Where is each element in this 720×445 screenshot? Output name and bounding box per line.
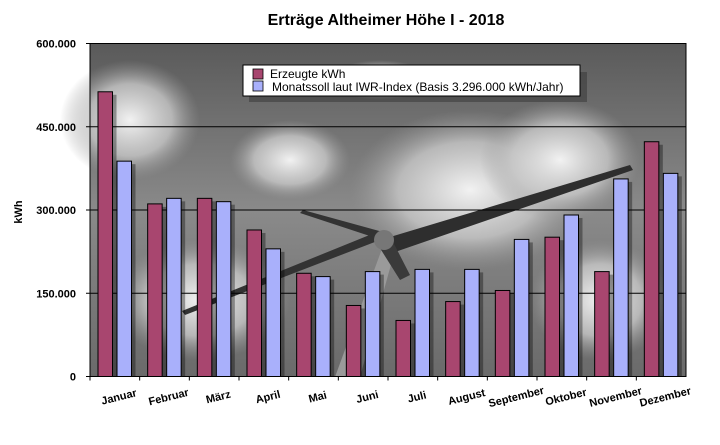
y-tick-label: 0: [70, 372, 76, 384]
legend: Erzeugte kWh Monatssoll laut IWR-Index (…: [242, 64, 587, 102]
bar-erzeugt: [196, 197, 213, 377]
bar-erzeugt: [345, 304, 362, 377]
legend-label-erzeugt: Erzeugte kWh: [270, 67, 345, 81]
x-tick-label: September: [487, 385, 546, 411]
bar-monatssoll: [265, 248, 281, 378]
bar-monatssoll: [414, 268, 430, 378]
bar-monatssoll: [513, 238, 530, 377]
bar-monatssoll: [215, 201, 232, 377]
chart-title: Erträge Altheimer Höhe I - 2018: [268, 12, 505, 29]
y-tick-label: 300.000: [36, 205, 76, 217]
x-tick-label: Mai: [307, 389, 328, 405]
x-tick-label: Juni: [355, 389, 380, 406]
x-tick-label: November: [588, 385, 644, 410]
x-tick-label: Juli: [406, 389, 427, 405]
x-tick-label: Dezember: [638, 385, 693, 410]
x-tick-label: März: [205, 388, 233, 406]
legend-swatch-monatssoll: [252, 80, 264, 92]
bar-erzeugt: [296, 272, 312, 377]
bar-monatssoll: [166, 197, 182, 377]
bar-erzeugt: [494, 289, 511, 378]
grid-lines: [90, 126, 686, 294]
x-tick-label: Januar: [100, 387, 139, 408]
bar-erzeugt: [445, 301, 461, 378]
bars: [97, 91, 682, 378]
y-tick-label: 600.000: [36, 39, 76, 51]
legend-swatch-erzeugt: [252, 68, 264, 80]
bar-erzeugt: [147, 203, 163, 377]
x-tick-label: Oktober: [544, 386, 589, 408]
y-tick-label: 150.000: [36, 288, 76, 300]
bar-monatssoll: [613, 178, 629, 377]
bar-erzeugt: [395, 319, 411, 378]
legend-label-monatssoll: Monatssoll laut IWR-Index (Basis 3.296.0…: [272, 80, 563, 94]
bar-monatssoll: [563, 214, 579, 377]
bar-erzeugt: [643, 141, 660, 377]
bar-erzeugt: [97, 91, 113, 377]
bar-monatssoll: [364, 271, 381, 378]
y-tick-label: 450.000: [36, 122, 76, 134]
x-tick-label: April: [254, 389, 281, 407]
bar-erzeugt: [544, 236, 560, 377]
bar-monatssoll: [116, 160, 132, 377]
y-axis-label: kWh: [13, 200, 25, 224]
bar-monatssoll: [662, 172, 679, 377]
x-tick-label: Februar: [147, 387, 190, 409]
bar-monatssoll: [315, 276, 331, 378]
bar-monatssoll: [464, 268, 480, 378]
x-tick-label: August: [447, 387, 487, 408]
bar-erzeugt: [246, 229, 262, 377]
bar-erzeugt: [594, 271, 610, 378]
